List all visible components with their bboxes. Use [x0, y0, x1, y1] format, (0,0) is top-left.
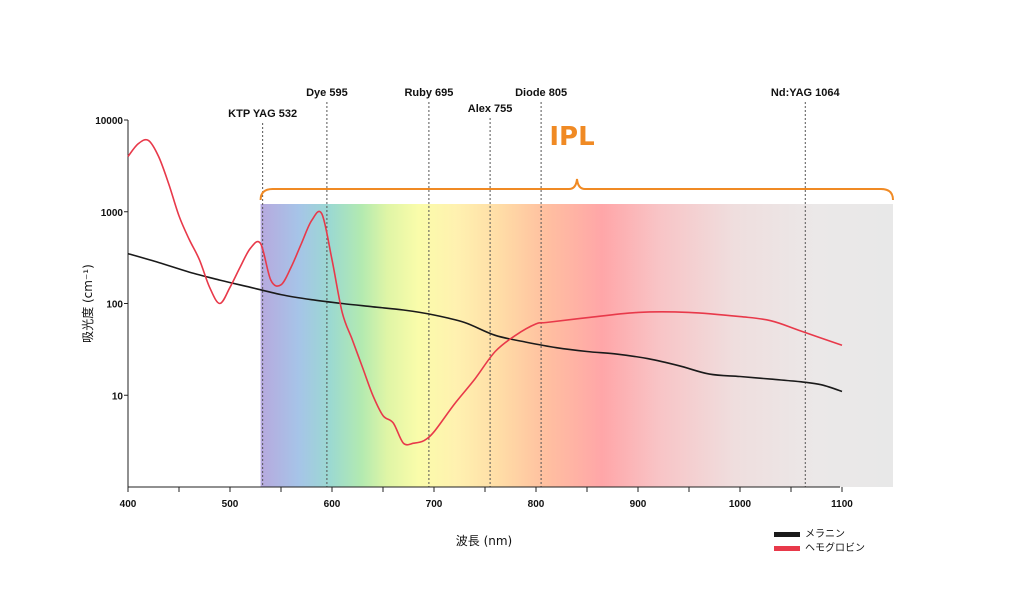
melanin-line: [127, 252, 843, 393]
x-tick-label: 600: [324, 499, 341, 510]
x-tick-label: 400: [120, 499, 137, 510]
x-tick-label: 1100: [831, 499, 853, 510]
x-axis-title: 波長 (nm): [456, 534, 512, 548]
x-tick-label: 800: [528, 499, 545, 510]
x-tick-label: 700: [426, 499, 443, 510]
y-tick-label: 1000: [101, 208, 124, 219]
laser-label: Dye 595: [306, 87, 348, 99]
laser-label: Nd:YAG 1064: [771, 87, 841, 99]
laser-label: KTP YAG 532: [228, 108, 297, 120]
legend-swatch: [774, 546, 800, 551]
ipl-label: IPL: [549, 122, 594, 152]
y-tick-label: 100: [106, 300, 123, 311]
y-tick-label: 10000: [95, 116, 123, 127]
y-tick-label: 10: [112, 391, 124, 402]
x-tick-label: 500: [222, 499, 239, 510]
legend-label: ヘモグロビン: [805, 541, 865, 554]
x-tick-label: 900: [630, 499, 647, 510]
laser-label: Diode 805: [515, 87, 567, 99]
ipl-spectrum-band: [260, 204, 894, 487]
hemoglobin-line: [127, 138, 843, 446]
y-axis-title: 吸光度 (cm⁻¹): [80, 264, 95, 343]
x-tick-label: 1000: [729, 499, 752, 510]
ipl-bracket: [259, 178, 894, 201]
legend-swatch: [774, 532, 800, 537]
laser-label: Alex 755: [468, 103, 513, 115]
legend-label: メラニン: [805, 528, 845, 540]
laser-label: Ruby 695: [404, 87, 453, 99]
